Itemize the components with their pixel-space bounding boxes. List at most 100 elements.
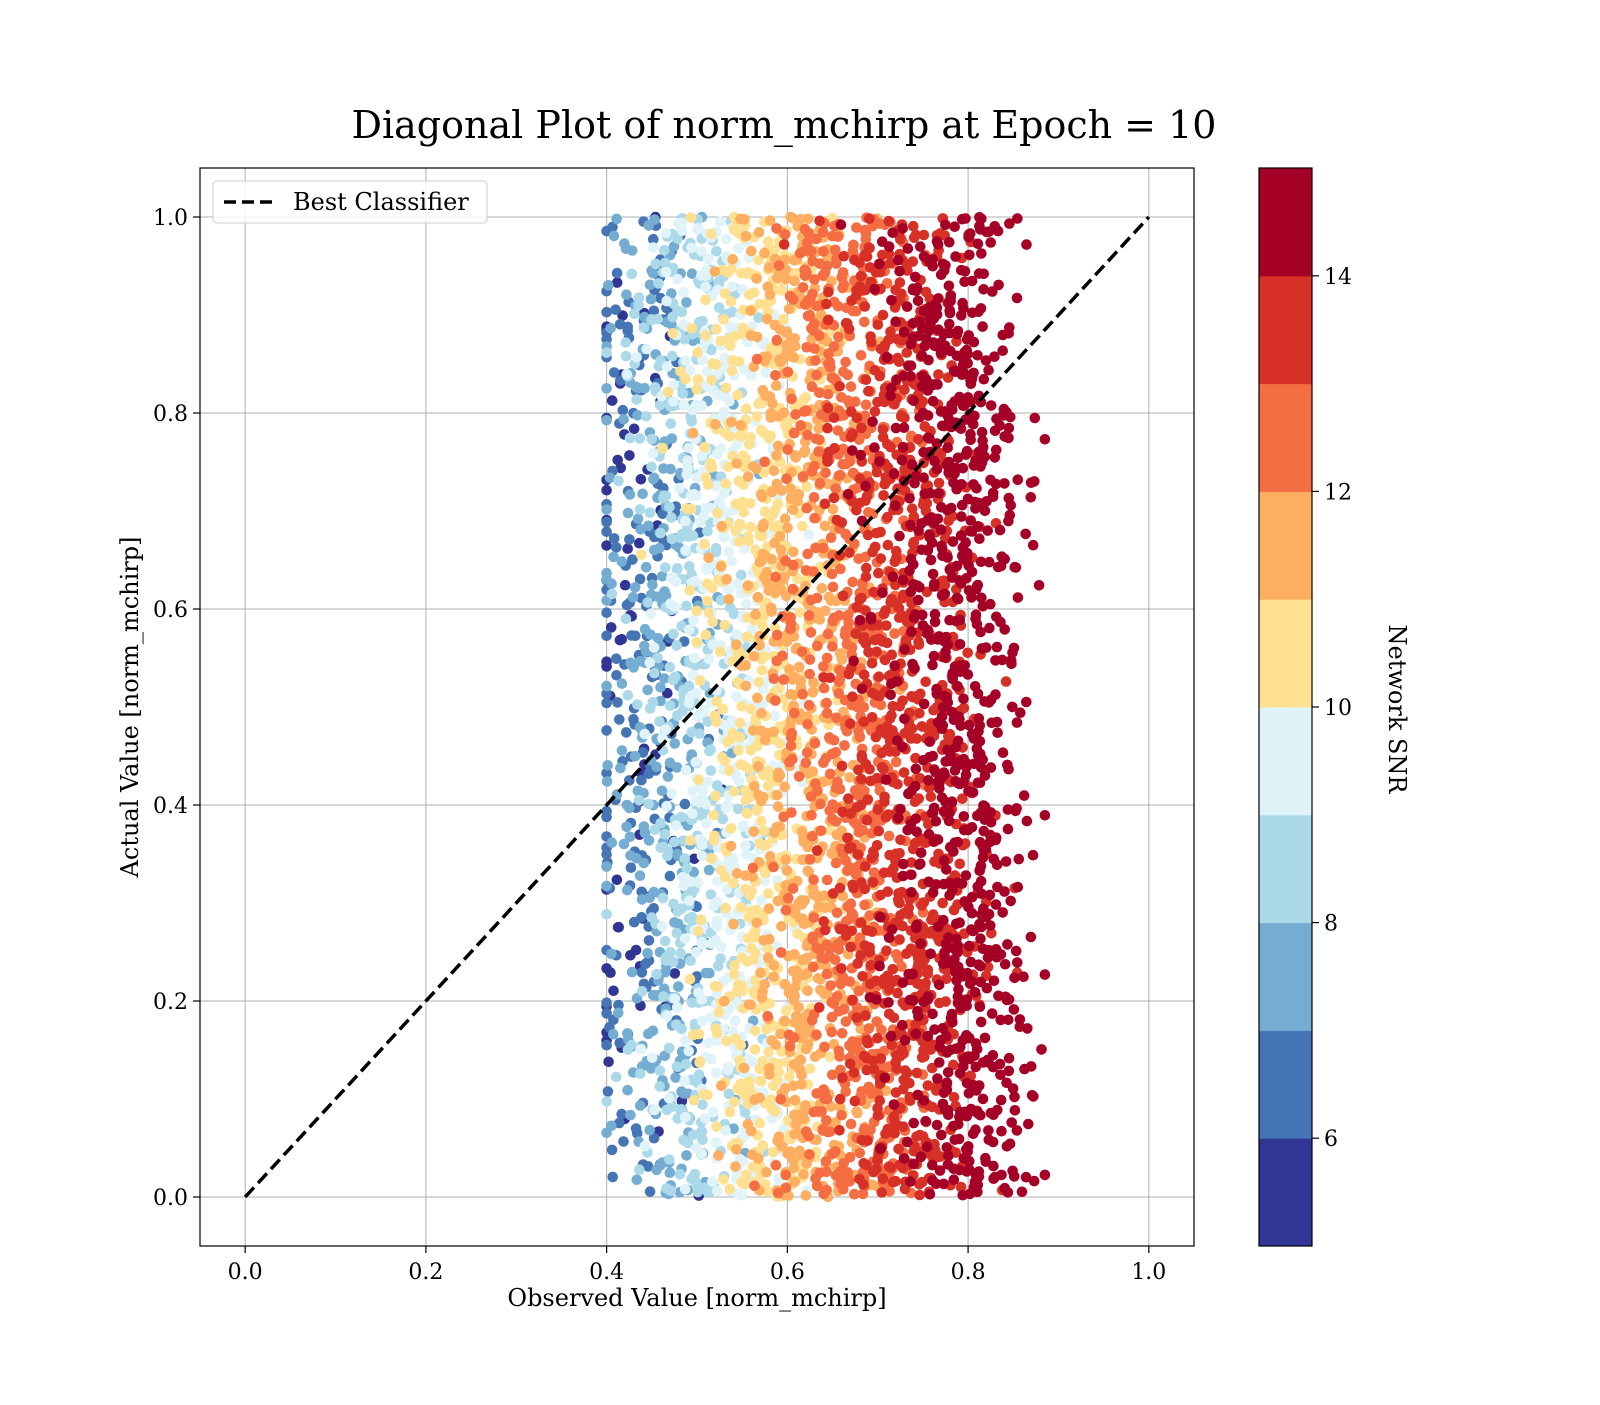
scatter-point bbox=[640, 624, 651, 635]
scatter-point bbox=[841, 855, 852, 866]
scatter-point bbox=[852, 412, 863, 423]
scatter-point bbox=[914, 708, 925, 719]
scatter-point bbox=[896, 410, 907, 421]
scatter-point bbox=[773, 772, 784, 783]
scatter-point bbox=[706, 853, 717, 864]
scatter-point bbox=[794, 489, 805, 500]
scatter-point bbox=[711, 1121, 722, 1132]
scatter-point bbox=[860, 495, 871, 506]
scatter-point bbox=[618, 405, 629, 416]
scatter-point bbox=[764, 903, 775, 914]
scatter-point bbox=[710, 266, 721, 277]
scatter-point bbox=[885, 746, 896, 757]
scatter-point bbox=[636, 550, 647, 561]
scatter-point bbox=[637, 967, 648, 978]
scatter-point bbox=[892, 676, 903, 687]
scatter-point bbox=[879, 867, 890, 878]
scatter-point bbox=[653, 278, 664, 289]
scatter-point bbox=[659, 673, 670, 684]
scatter-point bbox=[727, 365, 738, 376]
scatter-point bbox=[905, 995, 916, 1006]
scatter-point bbox=[921, 1041, 932, 1052]
scatter-point bbox=[787, 754, 798, 765]
scatter-point bbox=[760, 735, 771, 746]
scatter-point bbox=[920, 677, 931, 688]
scatter-point bbox=[934, 998, 945, 1009]
scatter-point bbox=[914, 1190, 925, 1201]
scatter-point bbox=[643, 521, 654, 532]
scatter-point bbox=[872, 397, 883, 408]
scatter-point bbox=[661, 228, 672, 239]
scatter-point bbox=[788, 547, 799, 558]
scatter-point bbox=[819, 1042, 830, 1053]
scatter-point bbox=[729, 969, 740, 980]
scatter-point bbox=[701, 818, 712, 829]
scatter-point bbox=[657, 921, 668, 932]
scatter-point bbox=[647, 1052, 658, 1063]
scatter-point bbox=[681, 765, 692, 776]
scatter-point bbox=[808, 874, 819, 885]
scatter-point bbox=[814, 1002, 825, 1013]
scatter-point bbox=[641, 562, 652, 573]
scatter-point bbox=[867, 658, 878, 669]
scatter-point bbox=[664, 1093, 675, 1104]
scatter-point bbox=[613, 1008, 624, 1019]
scatter-point bbox=[790, 982, 801, 993]
scatter-point bbox=[989, 976, 1000, 987]
scatter-point bbox=[764, 262, 775, 273]
scatter-point bbox=[752, 411, 763, 422]
scatter-point bbox=[658, 893, 669, 904]
scatter-point bbox=[886, 1031, 897, 1042]
scatter-point bbox=[681, 469, 692, 480]
scatter-point bbox=[665, 1167, 676, 1178]
scatter-point bbox=[899, 1153, 910, 1164]
scatter-point bbox=[750, 1044, 761, 1055]
scatter-point bbox=[859, 317, 870, 328]
scatter-point bbox=[809, 274, 820, 285]
scatter-point bbox=[725, 1107, 736, 1118]
scatter-point bbox=[700, 282, 711, 293]
scatter-point bbox=[601, 1096, 612, 1107]
scatter-point bbox=[634, 795, 645, 806]
scatter-point bbox=[648, 990, 659, 1001]
scatter-point bbox=[672, 1062, 683, 1073]
scatter-point bbox=[646, 294, 657, 305]
scatter-point bbox=[649, 668, 660, 679]
scatter-point bbox=[652, 314, 663, 325]
scatter-point bbox=[752, 918, 763, 929]
scatter-point bbox=[801, 758, 812, 769]
scatter-point bbox=[913, 525, 924, 536]
scatter-point bbox=[744, 999, 755, 1010]
scatter-point bbox=[950, 765, 961, 776]
scatter-point bbox=[779, 781, 790, 792]
scatter-point bbox=[940, 220, 951, 231]
scatter-point bbox=[640, 828, 651, 839]
scatter-point bbox=[691, 1143, 702, 1154]
scatter-point bbox=[824, 805, 835, 816]
scatter-point bbox=[822, 1094, 833, 1105]
scatter-point bbox=[802, 503, 813, 514]
scatter-point bbox=[605, 323, 616, 334]
scatter-point bbox=[788, 294, 799, 305]
scatter-point bbox=[680, 545, 691, 556]
scatter-point bbox=[694, 728, 705, 739]
scatter-point bbox=[881, 774, 892, 785]
scatter-point bbox=[959, 825, 970, 836]
scatter-point bbox=[624, 534, 635, 545]
scatter-point bbox=[601, 861, 612, 872]
scatter-point bbox=[622, 885, 633, 896]
scatter-point bbox=[1014, 854, 1025, 865]
scatter-point bbox=[665, 464, 676, 475]
scatter-point bbox=[660, 562, 671, 573]
scatter-point bbox=[661, 955, 672, 966]
scatter-point bbox=[874, 826, 885, 837]
scatter-point bbox=[936, 524, 947, 535]
scatter-point bbox=[620, 580, 631, 591]
scatter-point bbox=[601, 698, 612, 709]
scatter-point bbox=[825, 673, 836, 684]
scatter-point bbox=[789, 708, 800, 719]
scatter-point bbox=[944, 305, 955, 316]
scatter-point bbox=[648, 697, 659, 708]
scatter-point bbox=[608, 1029, 619, 1040]
scatter-point bbox=[745, 906, 756, 917]
